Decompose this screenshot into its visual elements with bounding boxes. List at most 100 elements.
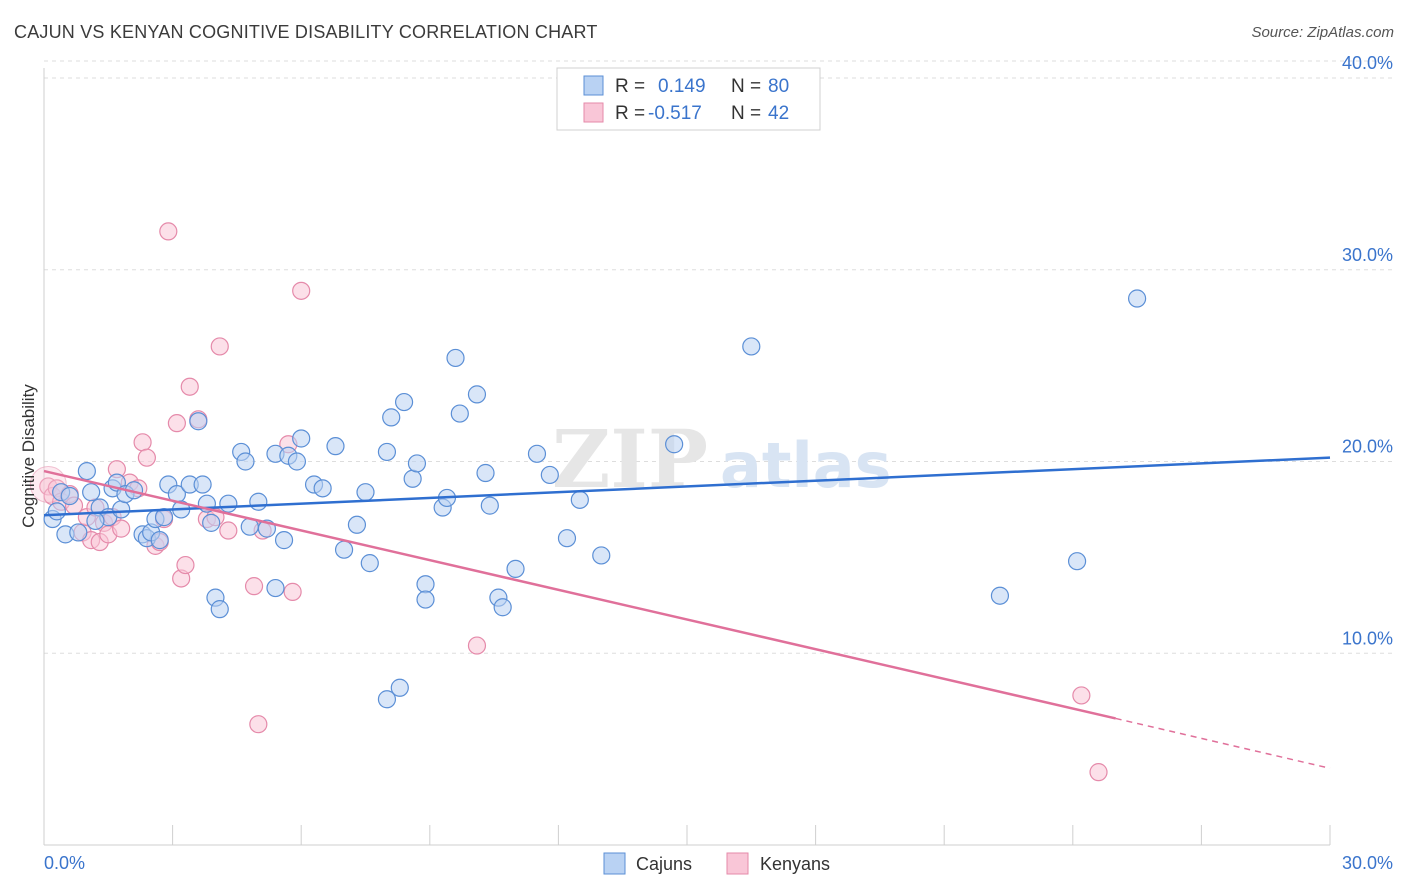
kenyan-point <box>112 519 131 538</box>
cajun-point <box>742 337 761 356</box>
bottom-swatch-kenyans <box>726 852 749 875</box>
legend-n-label-cajuns: N = <box>731 76 761 97</box>
cajun-points <box>43 289 1147 709</box>
legend-swatch-cajuns <box>583 75 604 96</box>
cajun-point <box>334 540 354 559</box>
cajun-point <box>407 454 427 473</box>
source-label: Source: ZipAtlas.com <box>1251 24 1394 41</box>
cajun-point <box>557 529 577 548</box>
cajun-point <box>219 494 238 513</box>
y-tick-labels: 10.0% 20.0% 30.0% 40.0% <box>1342 53 1393 648</box>
legend-r-label-kenyans: R = <box>615 103 645 124</box>
cajun-point <box>266 578 285 598</box>
kenyan-point <box>283 582 302 601</box>
cajun-trend-line <box>43 456 1331 517</box>
cajun-point <box>665 435 684 454</box>
cajun-point <box>416 590 435 609</box>
cajun-point <box>990 586 1010 605</box>
kenyan-points <box>29 222 1108 782</box>
series-legend: Cajuns Kenyans <box>603 852 830 875</box>
kenyan-point <box>180 377 199 396</box>
kenyan-point <box>167 414 186 433</box>
kenyan-point <box>137 448 156 467</box>
x-ticks <box>43 825 1331 845</box>
watermark-atlas: atlas <box>720 429 891 502</box>
cajun-point <box>236 452 255 471</box>
y-tick-label: 30.0% <box>1342 245 1393 265</box>
legend-n-value-cajuns: 80 <box>768 76 789 97</box>
kenyan-point <box>210 337 229 356</box>
kenyan-point <box>467 636 487 655</box>
cajun-point <box>377 690 397 709</box>
cajun-point <box>493 598 512 617</box>
y-tick-label: 20.0% <box>1342 437 1393 457</box>
kenyan-point <box>1072 686 1091 705</box>
kenyan-point <box>219 521 238 540</box>
cajun-point <box>347 515 367 534</box>
legend-n-value-kenyans: 42 <box>768 103 789 124</box>
cajun-point <box>382 408 401 427</box>
gridlines <box>44 60 1393 654</box>
kenyan-point <box>249 715 268 734</box>
bottom-swatch-cajuns <box>603 852 626 875</box>
kenyan-trend-line <box>43 469 1116 720</box>
cajun-point <box>506 559 525 578</box>
cajun-point <box>403 469 422 488</box>
cajun-point <box>480 496 499 515</box>
cajun-point <box>189 412 208 431</box>
y-axis-label: Cognitive Disability <box>19 384 38 528</box>
cajun-point <box>60 486 79 506</box>
cajun-point <box>47 502 66 521</box>
cajun-point <box>77 461 96 481</box>
legend-r-value-cajuns: 0.149 <box>658 76 706 97</box>
chart-title: CAJUN VS KENYAN COGNITIVE DISABILITY COR… <box>14 22 598 42</box>
cajun-point <box>450 404 469 423</box>
y-tick-label: 10.0% <box>1342 628 1393 648</box>
cajun-point <box>249 492 268 511</box>
x-tick-label-max: 30.0% <box>1342 853 1393 873</box>
kenyan-trend-line-extension <box>1115 717 1331 770</box>
cajun-point <box>1067 552 1087 571</box>
trend-lines <box>43 456 1331 770</box>
watermark: ZIP atlas <box>552 412 891 506</box>
cajun-point <box>287 452 307 471</box>
kenyan-point <box>159 222 178 241</box>
cajun-point <box>467 385 487 404</box>
bottom-label-cajuns: Cajuns <box>636 854 692 874</box>
kenyan-point <box>292 281 311 300</box>
cajun-point <box>540 465 559 485</box>
correlation-legend: R = 0.149 N = 80 R = -0.517 N = 42 <box>556 67 821 131</box>
cajun-point <box>193 475 212 494</box>
cajun-point <box>527 444 547 463</box>
cajun-point <box>112 500 131 519</box>
cajun-point <box>416 575 435 594</box>
kenyan-point <box>1089 763 1108 782</box>
cajun-point <box>592 546 611 565</box>
cajun-point <box>274 531 294 550</box>
bottom-label-kenyans: Kenyans <box>760 854 830 874</box>
cajun-point <box>446 348 465 368</box>
legend-n-label-kenyans: N = <box>731 103 761 124</box>
cajun-point <box>202 513 221 532</box>
y-tick-label: 40.0% <box>1342 53 1393 73</box>
cajun-point <box>390 678 409 697</box>
cajun-point <box>356 483 375 502</box>
legend-r-value-kenyans: -0.517 <box>648 103 702 124</box>
legend-swatch-kenyans <box>583 102 604 123</box>
cajun-point <box>313 479 332 498</box>
cajun-point <box>69 523 88 542</box>
cajun-point <box>360 554 379 573</box>
cajun-point <box>86 511 105 531</box>
cajun-point <box>570 490 589 509</box>
cajun-point <box>377 442 397 462</box>
cajun-point <box>1127 289 1147 308</box>
kenyan-point <box>176 555 195 575</box>
kenyan-point <box>133 433 152 452</box>
cajun-point <box>476 463 495 483</box>
cajun-point <box>326 437 345 456</box>
kenyan-point <box>244 577 264 596</box>
cajun-point <box>292 429 311 448</box>
cajun-point <box>82 483 101 502</box>
legend-r-label-cajuns: R = <box>615 76 645 97</box>
